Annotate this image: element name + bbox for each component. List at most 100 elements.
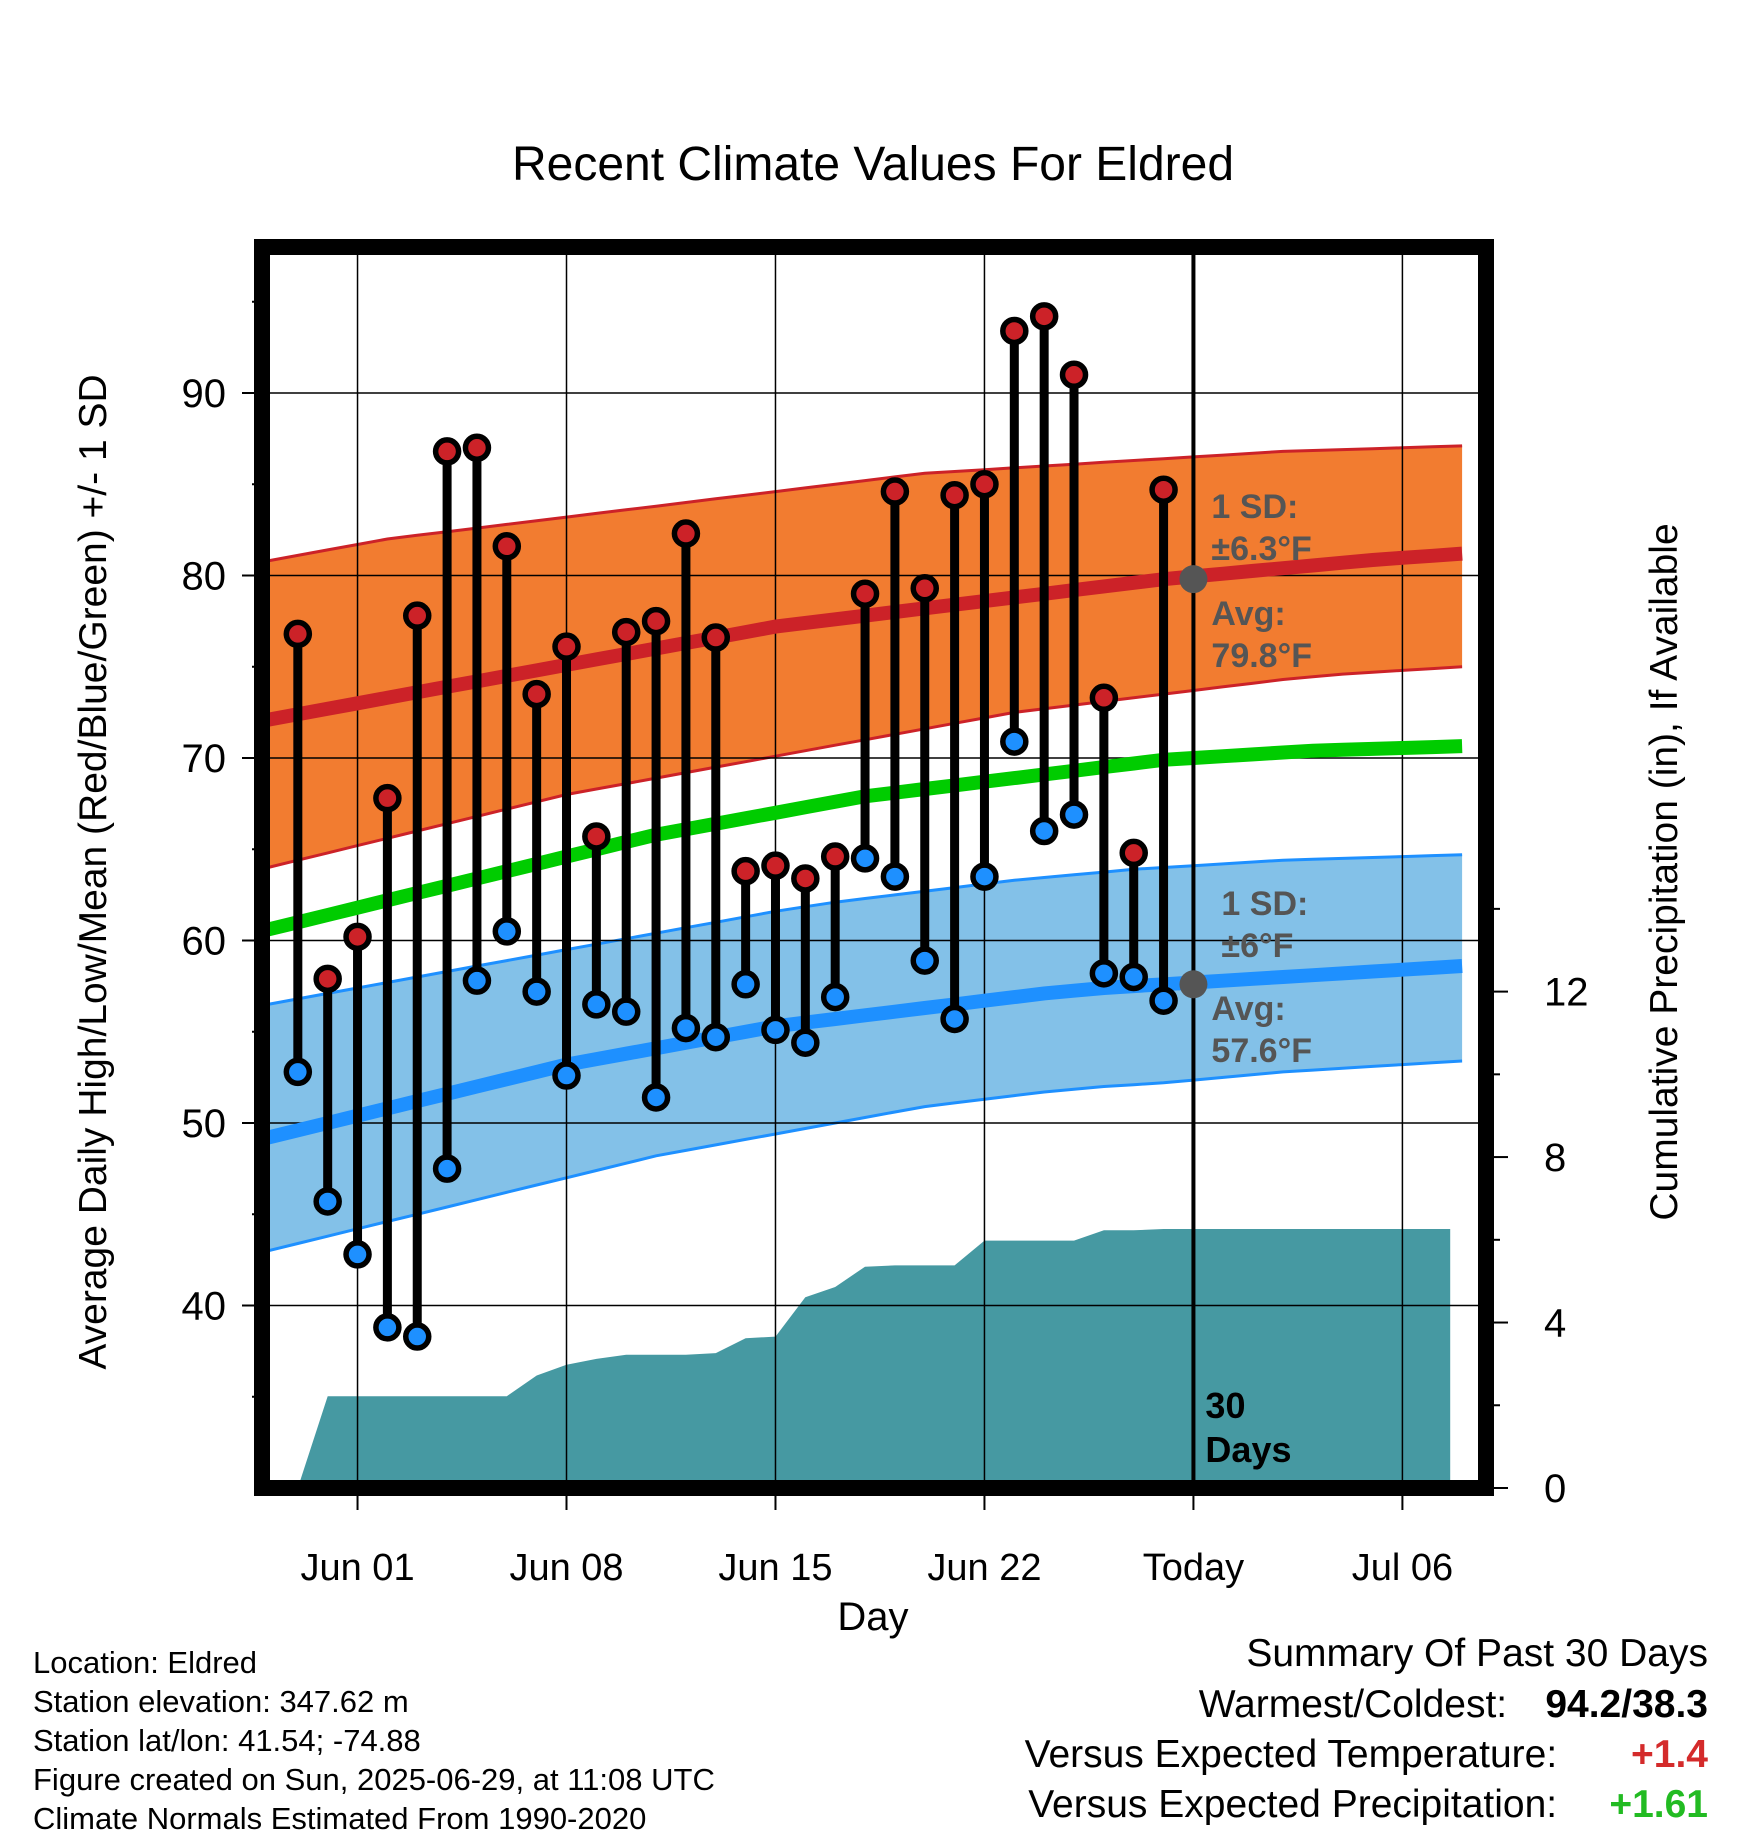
- high-avg-value: 79.8°F: [1211, 637, 1312, 675]
- x-tick-label: Today: [1143, 1547, 1244, 1589]
- y-tick-label: 90: [182, 372, 227, 416]
- warm-cold-value: 94.2/38.3: [1545, 1683, 1708, 1726]
- observed-high-marker: [432, 437, 462, 466]
- low-upper-line: [267, 853, 1463, 1006]
- observed-low-marker: [880, 862, 910, 891]
- observed-high-marker: [701, 623, 731, 652]
- observed-low-marker: [552, 1061, 581, 1090]
- y-axis-label: Average Daily High/Low/Mean (Red/Blue/Gr…: [72, 374, 115, 1369]
- temp-row: Versus Expected Temperature: +1.4: [1025, 1730, 1708, 1780]
- observed-low-marker: [283, 1057, 313, 1087]
- observed-low-marker: [940, 1004, 969, 1034]
- low-avg-value: 57.6°F: [1211, 1032, 1312, 1070]
- observed-low-marker: [1119, 962, 1148, 992]
- observed-low-marker: [910, 946, 940, 975]
- today-low-avg-marker: [1179, 970, 1208, 999]
- observed-low-marker: [313, 1187, 342, 1216]
- observed-high-marker: [283, 619, 313, 649]
- observed-high-marker: [1029, 302, 1059, 331]
- high-sd-label: 1 SD:: [1211, 488, 1298, 526]
- precipitation-area: [297, 1229, 1451, 1488]
- observed-high-marker: [492, 532, 522, 561]
- observed-low-marker: [850, 844, 880, 873]
- observed-high-marker: [910, 574, 940, 603]
- observed-low-marker: [582, 990, 611, 1019]
- observed-high-marker: [731, 856, 760, 886]
- x-tick-label: Jun 08: [509, 1547, 623, 1589]
- created-text: Figure created on Sun, 2025-06-29, at 11…: [33, 1762, 715, 1797]
- observed-low-marker: [641, 1083, 671, 1112]
- observed-high-marker: [373, 783, 402, 813]
- observed-high-marker: [582, 822, 611, 851]
- observed-low-marker: [731, 970, 760, 999]
- observed-low-marker: [761, 1015, 790, 1045]
- observed-low-marker: [402, 1322, 432, 1351]
- y2-tick-label: 0: [1544, 1467, 1566, 1511]
- chart-title: Recent Climate Values For Eldred: [512, 138, 1234, 191]
- plot-frame: [254, 239, 1494, 1496]
- low-sd-label: 1 SD:: [1221, 885, 1308, 923]
- high-avg-label: Avg:: [1211, 595, 1285, 633]
- observed-low-marker: [791, 1028, 820, 1057]
- warm-cold-row: Warmest/Coldest: 94.2/38.3: [1025, 1680, 1708, 1730]
- summary-heading: Summary Of Past 30 Days: [1246, 1632, 1708, 1675]
- observed-high-marker: [343, 922, 372, 952]
- low-lower-line: [267, 1059, 1463, 1253]
- observed-high-marker: [522, 679, 551, 709]
- warm-cold-label: Warmest/Coldest:: [1198, 1683, 1508, 1726]
- observed-low-marker: [1149, 986, 1178, 1015]
- precip-value: +1.61: [1609, 1783, 1708, 1826]
- observed-high-marker: [1119, 838, 1148, 868]
- observed-high-marker: [402, 601, 432, 630]
- today-days-label: Days: [1205, 1429, 1291, 1470]
- observed-low-marker: [970, 862, 999, 891]
- y2-axis-label: Cumulative Precipitation (in), If Availa…: [1643, 523, 1686, 1220]
- observed-low-marker: [522, 977, 551, 1006]
- x-tick-label: Jun 22: [927, 1547, 1041, 1589]
- y-tick-label: 60: [182, 920, 227, 964]
- observed-high-marker: [1149, 475, 1178, 504]
- observed-high-marker: [820, 842, 850, 871]
- observed-high-marker: [1000, 316, 1029, 346]
- y2-tick-label: 4: [1544, 1302, 1566, 1346]
- observed-low-marker: [373, 1313, 402, 1342]
- normal-low-line: [266, 959, 1463, 1145]
- y-tick-label: 80: [182, 555, 227, 599]
- today-days-count: 30: [1205, 1385, 1245, 1426]
- y2-tick-label: 12: [1544, 971, 1589, 1015]
- observed-low-marker: [701, 1022, 731, 1052]
- high-sd-value: ±6.3°F: [1211, 530, 1311, 568]
- summary-panel: Summary Of Past 30 Days Warmest/Coldest:…: [1025, 1628, 1708, 1830]
- observed-high-marker: [313, 964, 342, 994]
- plot-area: 1 SD: ±6.3°F Avg: 79.8°F 1 SD: ±6°F Avg: 57.6°F…: [182, 239, 1589, 1589]
- observed-high-marker: [970, 470, 999, 499]
- observed-high-marker: [641, 606, 671, 636]
- observed-high-marker: [791, 864, 820, 893]
- x-axis-label: Day: [837, 1595, 908, 1639]
- y2-tick-label: 8: [1544, 1136, 1566, 1180]
- observed-high-marker: [940, 480, 969, 510]
- observed-low-marker: [671, 1013, 701, 1043]
- normals-text: Climate Normals Estimated From 1990-2020: [33, 1801, 647, 1836]
- observed-high-marker: [850, 579, 880, 608]
- observed-low-marker: [1059, 800, 1089, 829]
- x-tick-label: Jun 15: [718, 1547, 832, 1589]
- observed-high-marker: [1089, 683, 1119, 713]
- observed-low-marker: [462, 966, 492, 995]
- observed-low-marker: [820, 982, 850, 1012]
- y-tick-label: 70: [182, 737, 227, 781]
- station-info: Location: Eldred Station elevation: 347.…: [33, 1643, 715, 1838]
- precip-row: Versus Expected Precipitation: +1.61: [1025, 1780, 1708, 1830]
- elevation-text: Station elevation: 347.62 m: [33, 1684, 409, 1719]
- observed-low-marker: [432, 1154, 462, 1183]
- low-avg-label: Avg:: [1211, 990, 1285, 1028]
- latlon-text: Station lat/lon: 41.54; -74.88: [33, 1723, 421, 1758]
- y-tick-label: 40: [182, 1285, 227, 1329]
- x-tick-label: Jun 01: [300, 1547, 414, 1589]
- location-text: Location: Eldred: [33, 1645, 258, 1680]
- precip-label: Versus Expected Precipitation:: [1028, 1783, 1558, 1826]
- observed-low-marker: [343, 1240, 372, 1269]
- temp-value: +1.4: [1631, 1733, 1708, 1776]
- x-tick-label: Jul 06: [1352, 1547, 1453, 1589]
- observed-high-marker: [880, 477, 910, 506]
